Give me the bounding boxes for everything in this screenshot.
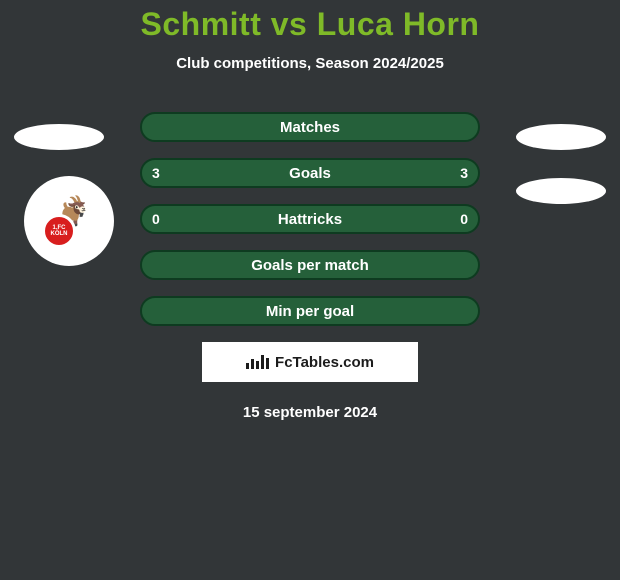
stat-row: 3 Goals 3	[140, 158, 480, 188]
stat-label: Goals	[289, 165, 331, 182]
stat-left-value: 3	[152, 160, 160, 186]
page-subtitle: Club competitions, Season 2024/2025	[0, 55, 620, 72]
club-crest-left: 🐐 1.FC KÖLN	[24, 176, 114, 266]
stat-label: Min per goal	[266, 303, 354, 320]
stat-label: Hattricks	[278, 211, 342, 228]
club-badge: 1.FC KÖLN	[42, 214, 76, 248]
stat-left-value: 0	[152, 206, 160, 232]
stat-row: Matches	[140, 112, 480, 142]
stat-right-value: 3	[460, 160, 468, 186]
player-right-badge-placeholder-2	[516, 178, 606, 204]
stat-row: 0 Hattricks 0	[140, 204, 480, 234]
player-right-badge-placeholder	[516, 124, 606, 150]
stat-label: Goals per match	[251, 257, 369, 274]
stat-row: Goals per match	[140, 250, 480, 280]
comparison-card: Schmitt vs Luca Horn Club competitions, …	[0, 0, 620, 580]
fctables-attribution: FcTables.com	[202, 342, 418, 382]
page-title: Schmitt vs Luca Horn	[0, 0, 620, 43]
stat-label: Matches	[280, 119, 340, 136]
player-left-badge-placeholder	[14, 124, 104, 150]
snapshot-date: 15 september 2024	[0, 404, 620, 421]
stat-right-value: 0	[460, 206, 468, 232]
stat-row: Min per goal	[140, 296, 480, 326]
fctables-label: FcTables.com	[275, 354, 374, 371]
bar-chart-icon	[246, 355, 269, 369]
club-badge-line2: KÖLN	[51, 231, 68, 237]
